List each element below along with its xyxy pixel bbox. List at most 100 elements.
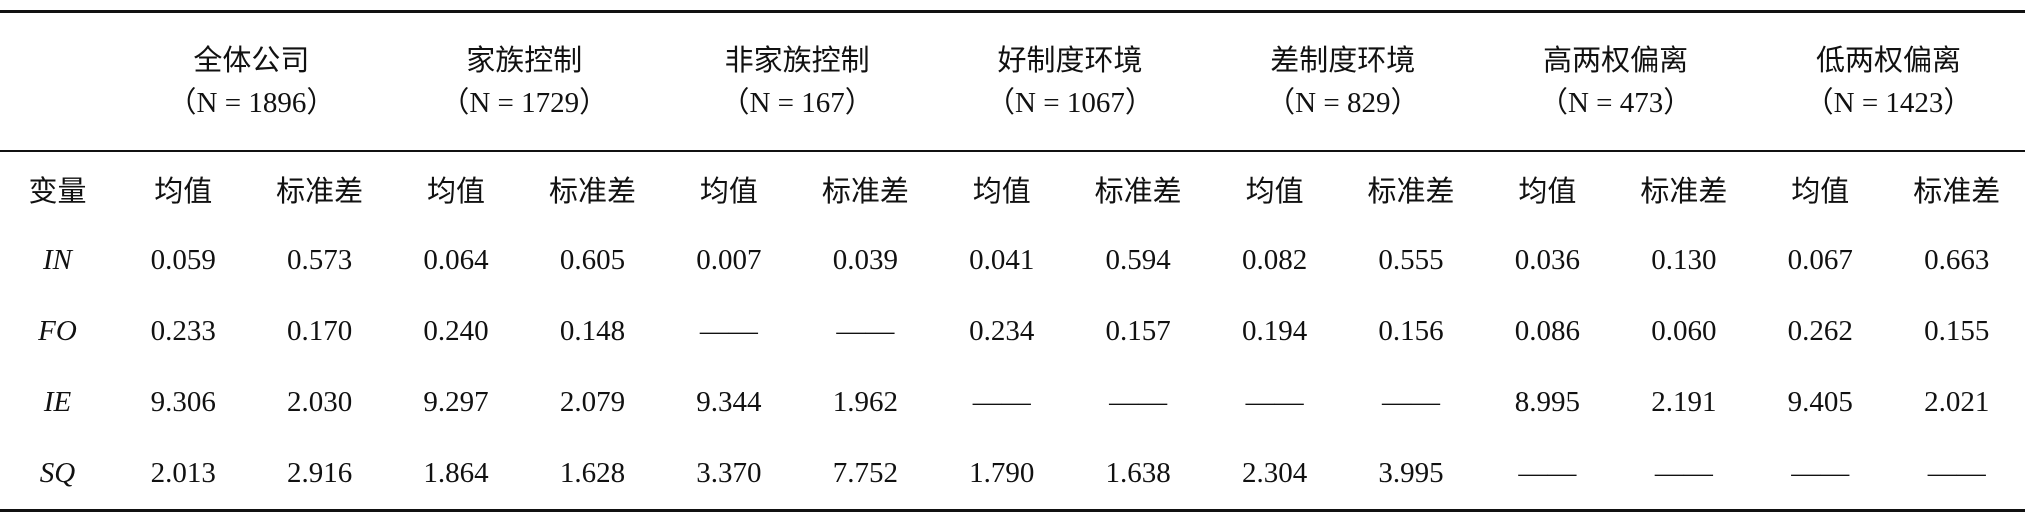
data-cell: ——	[1109, 386, 1168, 418]
data-cell: 0.594	[1105, 244, 1171, 276]
subheader-cell: 标准差	[276, 175, 364, 208]
statistics-table: 全体公司 （N = 1896） 家族控制 （N = 1729） 非家族控制 （N = 16…	[0, 10, 2025, 512]
variable-name: IE	[43, 386, 72, 418]
data-cell: 2.916	[287, 457, 353, 489]
data-cell: 0.086	[1514, 315, 1581, 347]
group-header: 全体公司 （N = 1896）	[115, 12, 388, 152]
data-cell: 0.262	[1787, 315, 1853, 347]
group-count: （N = 473）	[1538, 86, 1693, 119]
subheader-cell: 均值	[1245, 175, 1304, 208]
subheader-cell: 标准差	[1094, 175, 1182, 208]
data-cell: 9.405	[1787, 386, 1853, 418]
group-count: （N = 829）	[1266, 86, 1420, 119]
group-count: （N = 1067）	[986, 86, 1154, 119]
data-cell: ——	[1245, 386, 1304, 418]
data-cell: 0.573	[287, 244, 353, 276]
subheader-cell: 均值	[154, 175, 213, 208]
data-cell: 2.013	[150, 457, 216, 489]
group-header-row: 全体公司 （N = 1896） 家族控制 （N = 1729） 非家族控制 （N = 16…	[0, 11, 2025, 152]
data-cell: 0.148	[559, 315, 626, 347]
data-cell: 0.555	[1378, 244, 1444, 276]
data-row: FO 0.233 0.170 0.240 0.148 —— —— 0.234 0.157 0.19…	[0, 296, 2025, 367]
data-cell: 0.007	[696, 244, 762, 276]
data-cell: ——	[1791, 457, 1850, 489]
subheader-cell: 标准差	[1367, 175, 1455, 208]
group-name: 差制度环境	[1270, 44, 1416, 77]
data-cell: 2.191	[1651, 386, 1717, 418]
variable-name: FO	[38, 315, 77, 347]
data-cell: 0.036	[1514, 244, 1581, 276]
subheader-cell: 标准差	[548, 175, 636, 208]
data-cell: 0.194	[1241, 315, 1308, 347]
variable-name: IN	[43, 244, 72, 276]
group-name: 高两权偏离	[1543, 44, 1689, 77]
data-cell: 1.962	[832, 386, 898, 418]
subheader-cell: 均值	[427, 175, 486, 208]
group-name: 好制度环境	[997, 44, 1143, 77]
group-count: （N = 1423）	[1804, 86, 1973, 119]
data-cell: ——	[1382, 386, 1440, 418]
group-header: 高两权偏离 （N = 473）	[1479, 12, 1752, 152]
data-cell: 0.155	[1924, 315, 1990, 347]
subheader-cell: 均值	[699, 175, 758, 208]
data-cell: 1.628	[559, 457, 626, 489]
data-cell: 0.233	[150, 315, 216, 347]
data-cell: 0.064	[423, 244, 489, 276]
subheader-cell: 变量	[28, 175, 87, 208]
data-cell: 0.041	[969, 244, 1035, 276]
data-cell: 2.079	[559, 386, 626, 418]
group-name: 全体公司	[193, 44, 310, 77]
data-cell: 0.234	[969, 315, 1035, 347]
data-row: IE 9.306 2.030 9.297 2.079 9.344 1.962 —— —— —— ——…	[0, 367, 2025, 438]
data-cell: 3.370	[696, 457, 762, 489]
subheader-cell: 均值	[972, 175, 1031, 208]
data-cell: ——	[1654, 457, 1713, 489]
data-cell: 0.130	[1651, 244, 1717, 276]
group-header: 非家族控制 （N = 167）	[661, 12, 934, 152]
data-cell: 2.021	[1924, 386, 1990, 418]
data-row: IN 0.059 0.573 0.064 0.605 0.007 0.039 0.041 0.5…	[0, 225, 2025, 296]
data-cell: 2.304	[1241, 457, 1308, 489]
group-count: （N = 167）	[720, 86, 874, 119]
data-cell: 0.059	[150, 244, 216, 276]
data-cell: 0.157	[1105, 315, 1171, 347]
data-row: SQ 2.013 2.916 1.864 1.628 3.370 7.752 1.790 1.6…	[0, 438, 2025, 511]
subheader-cell: 均值	[1518, 175, 1577, 208]
data-cell: 0.663	[1924, 244, 1990, 276]
data-cell: ——	[1927, 457, 1986, 489]
group-header: 低两权偏离 （N = 1423）	[1752, 12, 2025, 152]
subheader-cell: 标准差	[1913, 175, 2001, 208]
data-cell: 1.864	[423, 457, 489, 489]
empty-header	[0, 12, 115, 152]
data-cell: 0.170	[287, 315, 353, 347]
data-cell: 0.039	[832, 244, 898, 276]
data-cell: 7.752	[832, 457, 898, 489]
data-cell: 0.082	[1241, 244, 1308, 276]
subheader-cell: 标准差	[1640, 175, 1728, 208]
data-cell: 9.344	[696, 386, 762, 418]
data-cell: 0.605	[559, 244, 626, 276]
group-name: 低两权偏离	[1816, 44, 1962, 77]
subheader-cell: 均值	[1791, 175, 1850, 208]
group-header: 差制度环境 （N = 829）	[1206, 12, 1479, 152]
group-header: 家族控制 （N = 1729）	[388, 12, 661, 152]
group-count: （N = 1729）	[440, 86, 609, 119]
subheader-cell: 标准差	[821, 175, 909, 208]
group-name: 家族控制	[466, 44, 583, 77]
data-cell: 0.060	[1651, 315, 1717, 347]
data-cell: ——	[836, 315, 895, 347]
subheader-row: 变量 均值 标准差 均值 标准差 均值 标准差 均值 标准差 均值 标准差 均值 标准差 均值 标准差	[0, 151, 2025, 225]
data-cell: 9.306	[150, 386, 216, 418]
data-cell: ——	[699, 315, 758, 347]
data-cell: ——	[1518, 457, 1577, 489]
group-name: 非家族控制	[724, 44, 870, 77]
data-cell: ——	[972, 386, 1031, 418]
data-cell: 0.156	[1378, 315, 1444, 347]
data-cell: 8.995	[1514, 386, 1581, 418]
data-cell: 0.240	[423, 315, 489, 347]
variable-name: SQ	[39, 457, 76, 489]
data-cell: 1.638	[1105, 457, 1171, 489]
data-cell: 3.995	[1378, 457, 1444, 489]
group-count: （N = 1896）	[167, 86, 336, 119]
